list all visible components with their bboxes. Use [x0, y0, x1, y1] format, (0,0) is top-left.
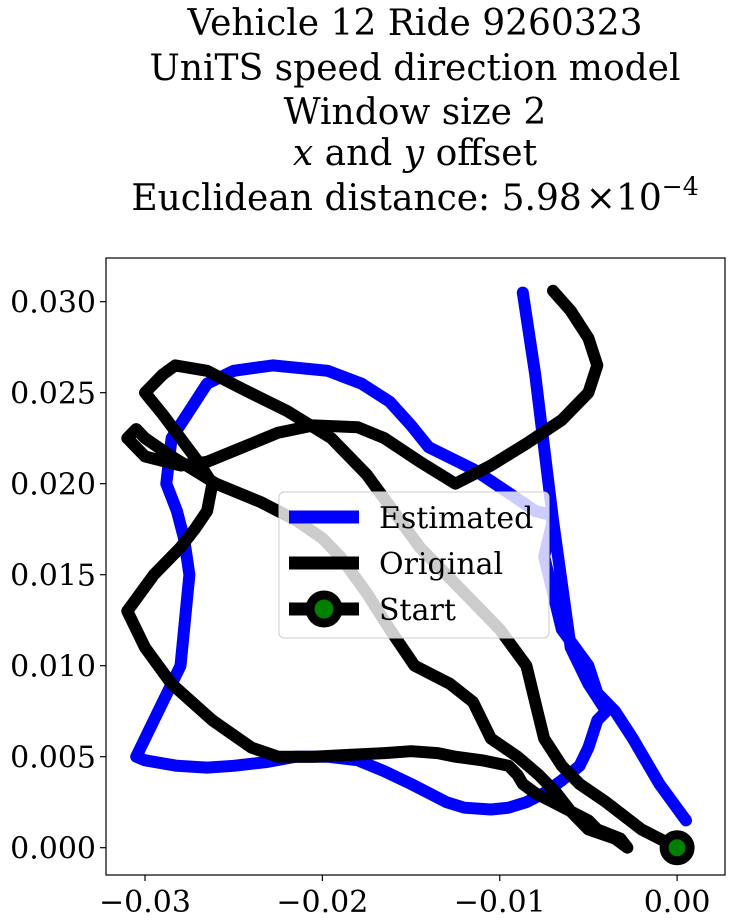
title-distance-times: ×: [586, 178, 616, 219]
plot-frame: [105, 257, 726, 876]
title-distance-exponent: −4: [662, 172, 699, 201]
series-layer: [121, 284, 692, 854]
title-distance-prefix: Euclidean distance:: [131, 178, 501, 219]
x-tick-label: −0.02: [276, 885, 368, 920]
y-tick-label: 0.015: [10, 559, 96, 594]
title-distance-mantissa: 5.98: [502, 178, 582, 219]
legend: Estimated Original Start: [278, 491, 550, 639]
series-line-original: [121, 284, 684, 854]
title-line-5: Euclidean distance: 5.98 ×10−4: [131, 172, 698, 219]
y-tick-label: 0.000: [10, 832, 96, 867]
y-axis: 0.000 0.005 0.010 0.015 0.020 0.025 0.030: [10, 286, 106, 867]
legend-label-estimated: Estimated: [379, 501, 533, 536]
y-tick-label: 0.030: [10, 286, 96, 321]
title-line-3: Window size 2: [284, 92, 547, 133]
x-tick-label: −0.03: [99, 885, 191, 920]
title-distance-base: 10: [616, 178, 662, 219]
legend-label-original: Original: [379, 547, 503, 582]
chart-title: Vehicle 12 Ride 9260323 UniTS speed dire…: [131, 3, 698, 219]
x-tick-label: −0.01: [454, 885, 546, 920]
title-and-text: and: [313, 133, 404, 174]
x-axis: −0.03 −0.02 −0.01 0.00: [99, 875, 711, 920]
title-line-2: UniTS speed direction model: [150, 48, 681, 89]
legend-label-start: Start: [379, 593, 456, 628]
y-tick-label: 0.025: [10, 377, 96, 412]
title-line-4: x and y offset: [293, 133, 538, 174]
x-tick-label: 0.00: [644, 885, 711, 920]
y-tick-label: 0.010: [10, 650, 96, 685]
start-layer: [659, 830, 695, 866]
legend-frame: [278, 491, 550, 639]
title-line-1: Vehicle 12 Ride 9260323: [186, 3, 642, 44]
title-y-symbol: y: [402, 133, 425, 174]
start-marker: [659, 830, 695, 866]
title-offset-text: offset: [424, 133, 537, 174]
y-tick-label: 0.005: [10, 741, 96, 776]
title-x-symbol: x: [293, 133, 313, 174]
y-tick-label: 0.020: [10, 468, 96, 503]
legend-swatch-start-marker: [305, 590, 343, 628]
